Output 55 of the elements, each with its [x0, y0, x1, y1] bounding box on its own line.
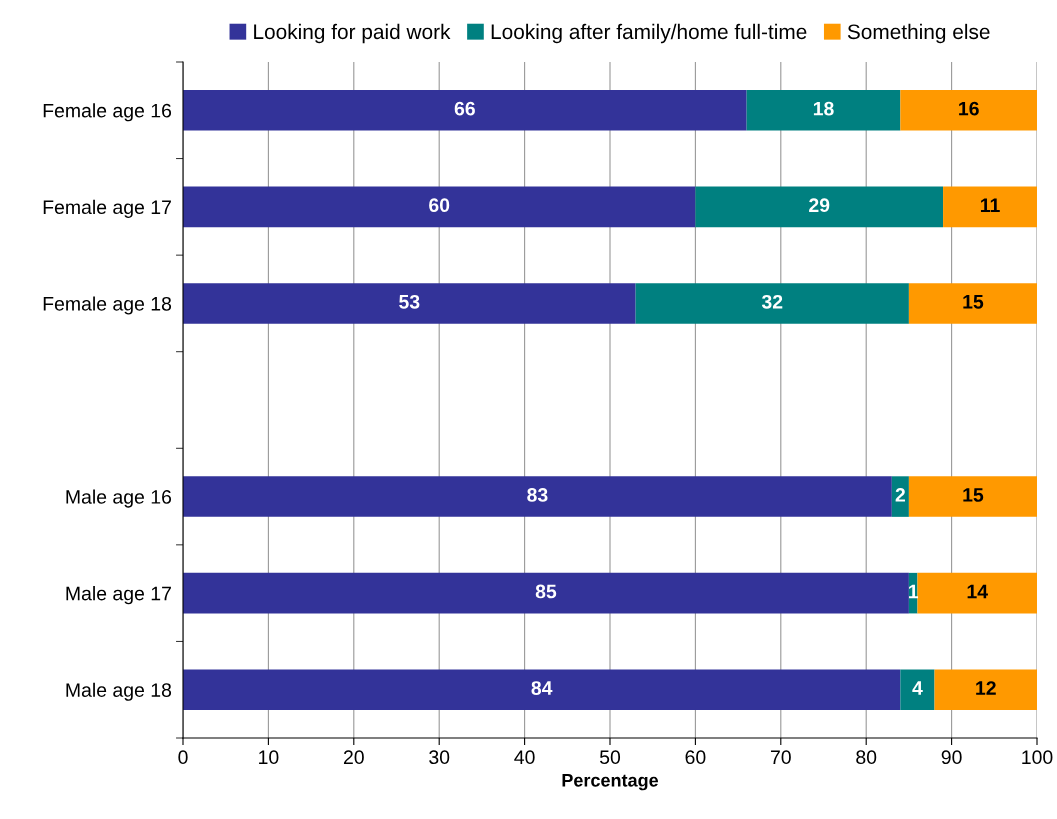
bar — [908, 283, 1037, 324]
x-tick-label: 10 — [259, 750, 279, 765]
bar — [183, 186, 696, 228]
bar — [934, 669, 1037, 710]
x-tick-label: 100 — [1022, 750, 1053, 765]
data-label: 66 — [454, 101, 475, 116]
data-label: 15 — [963, 488, 984, 502]
bar — [695, 186, 944, 228]
bar — [183, 572, 909, 614]
data-label: 60 — [429, 198, 450, 213]
bar — [746, 90, 901, 131]
legend-label: Looking for paid work — [254, 23, 451, 44]
data-label: 2 — [895, 488, 905, 502]
bar — [183, 283, 636, 324]
data-label: 85 — [535, 584, 557, 599]
x-tick-label: 80 — [856, 750, 877, 765]
legend-label: Something else — [847, 23, 990, 44]
bar — [891, 476, 909, 517]
y-tick-label: Male age 16 — [66, 489, 172, 508]
bar — [183, 90, 747, 131]
y-tick-label: Female age 16 — [43, 103, 172, 122]
bar — [900, 669, 935, 710]
data-label: 53 — [399, 294, 420, 309]
x-axis-title: Percentage — [562, 774, 659, 791]
data-label: 29 — [809, 198, 830, 213]
bar — [943, 186, 1037, 228]
x-tick-label: 40 — [514, 750, 535, 765]
data-label: 32 — [761, 294, 783, 309]
data-label: 15 — [963, 295, 984, 309]
y-tick-label: Male age 18 — [66, 682, 172, 701]
x-tick-label: 50 — [599, 750, 621, 765]
bar — [908, 476, 1037, 517]
bar — [917, 572, 1037, 614]
bar — [635, 283, 909, 324]
bar — [900, 90, 1037, 131]
data-label: 18 — [813, 101, 834, 116]
x-tick-label: 0 — [178, 750, 188, 765]
x-tick-label: 30 — [429, 750, 450, 765]
y-tick-label: Female age 17 — [43, 199, 171, 218]
y-tick-label: Female age 18 — [43, 296, 172, 315]
bar — [183, 669, 901, 710]
bar — [183, 476, 892, 517]
data-label: 83 — [527, 488, 548, 502]
legend-label: Looking after family/home full-time — [491, 23, 807, 44]
data-label: 84 — [531, 681, 553, 695]
data-label: 4 — [912, 681, 923, 695]
y-tick-label: Male age 17 — [66, 586, 171, 605]
x-tick-label: 70 — [770, 750, 791, 765]
data-label: 16 — [959, 101, 979, 116]
data-label: 12 — [976, 681, 996, 695]
x-tick-label: 60 — [685, 750, 706, 765]
data-label: 11 — [980, 198, 1000, 212]
x-tick-label: 90 — [941, 750, 962, 765]
x-tick-label: 20 — [343, 750, 364, 765]
data-label: 14 — [967, 584, 988, 599]
